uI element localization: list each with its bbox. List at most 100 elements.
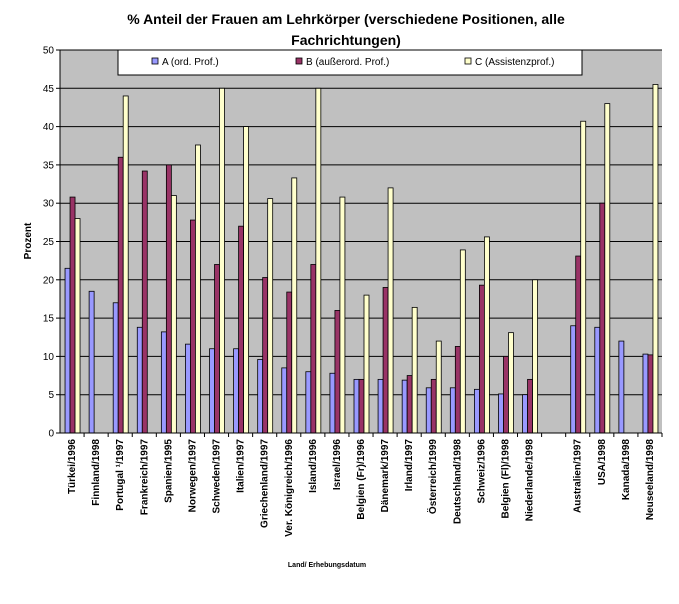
legend-swatch [295,57,303,65]
bar-b [262,277,269,434]
bar-b [599,202,606,434]
bar-c [267,198,274,434]
x-axis-label: Land/ Erhebungsdatum [288,562,366,569]
bar-a [257,359,264,434]
x-axis-category-labels: Türkei/1996 Finnland/1998 Portugal ¹/1997 F… [67,439,656,537]
bar-a [64,267,71,434]
x-tick-label: Australien/1997 [573,439,584,513]
x-tick-label: USA/1998 [597,439,608,486]
bar-b [141,170,148,434]
x-tick-label: Norwegen/1997 [187,439,198,513]
y-axis-label: Prozent [23,222,34,259]
chart-title-line-1: % Anteil der Frauen am Lehrkörper (versc… [127,11,565,27]
y-tick-label: 20 [43,275,55,286]
bar-a [594,326,601,434]
bar-b [358,378,365,434]
x-tick-label: Belgien (Fr)/1996 [356,439,367,520]
bar-b [406,375,413,434]
x-tick-label: Ver. Königreich/1996 [284,439,295,537]
y-tick-label: 0 [48,429,54,440]
bar-c [652,84,659,434]
x-tick-label: Island/1996 [308,439,319,493]
x-tick-label: Italien/1997 [236,439,247,493]
bar-b [334,310,341,434]
bar-b [478,284,485,434]
bar-b [69,196,76,434]
bar-b [286,291,293,434]
bar-b [165,164,172,434]
bar-c [483,236,490,434]
bar-a [377,378,384,434]
chart-title-line-2: Fachrichtungen) [291,32,401,48]
y-tick-label: 50 [43,46,55,57]
bar-c [532,279,538,434]
bar-a [522,394,528,434]
bar-c [195,144,201,434]
bar-a [112,302,119,434]
bar-c [315,87,322,434]
x-tick-label: Deutschland/1998 [452,439,463,524]
bar-c [508,332,514,434]
x-tick-label: Griechenland/1997 [260,439,271,528]
bar-c [435,340,442,434]
bar-c [243,126,250,434]
x-tick-label: Portugal ¹/1997 [115,439,126,511]
bar-a [473,388,480,434]
bar-a [618,340,625,434]
bar-a [160,331,167,434]
x-tick-label: Frankreich/1997 [139,439,150,516]
bar-c [411,306,418,434]
y-tick-label: 5 [48,390,54,401]
legend-label: C (Assistenzprof.) [475,57,554,68]
bar-a [498,393,504,434]
x-tick-label: Türkei/1996 [67,439,78,494]
bar-b [575,255,582,434]
bar-b [310,264,317,434]
bar-c [363,294,370,434]
x-tick-label: Schweiz/1996 [476,439,487,504]
bar-a [449,387,456,434]
bar-b [647,354,654,434]
bar-b [238,225,245,434]
bar-b [503,355,509,434]
legend-box [117,49,583,76]
bar-a [305,371,312,434]
x-tick-label: Dänemark/1997 [380,439,391,513]
bar-a [570,325,577,434]
bar-a [281,367,288,434]
y-tick-label: 15 [43,314,55,325]
x-tick-label: Neuseeland/1998 [645,439,656,521]
y-tick-label: 35 [43,160,55,171]
x-tick-label: Israel/1996 [332,439,343,491]
bar-b [117,156,124,434]
bar-a [233,348,240,434]
y-tick-label: 25 [43,237,55,248]
bar-a [425,387,432,434]
x-tick-label: Niederlande/1998 [525,439,536,522]
chart-title: % Anteil der Frauen am Lehrkörper (versc… [127,11,565,48]
bar-c [459,249,466,434]
bar-a [209,348,215,434]
bar-b [454,346,461,434]
bar-c [170,195,177,434]
y-tick-label: 30 [43,199,55,210]
x-tick-label: Belgien (Fl)/1998 [500,439,511,519]
bar-b [190,219,196,434]
legend-swatch [151,57,159,65]
x-tick-label: Spanien/1995 [163,439,174,503]
bar-a [88,290,95,434]
legend-label: B (außerord. Prof.) [306,57,389,68]
bar-a [136,326,143,434]
bar-a [329,372,336,434]
bar-b [214,264,220,434]
y-axis-ticks: 0 5 10 15 20 25 30 35 40 45 50 [43,46,663,440]
x-tick-label: Kanada/1998 [621,439,632,501]
bar-c [219,87,225,434]
x-tick-label: Österreich/1999 [426,439,439,514]
bar-b [382,287,389,434]
bar-b [527,378,533,434]
bars [64,84,659,434]
bar-c [291,177,298,434]
legend: A (ord. Prof.) B (außerord. Prof.) C (Assi… [117,49,583,76]
